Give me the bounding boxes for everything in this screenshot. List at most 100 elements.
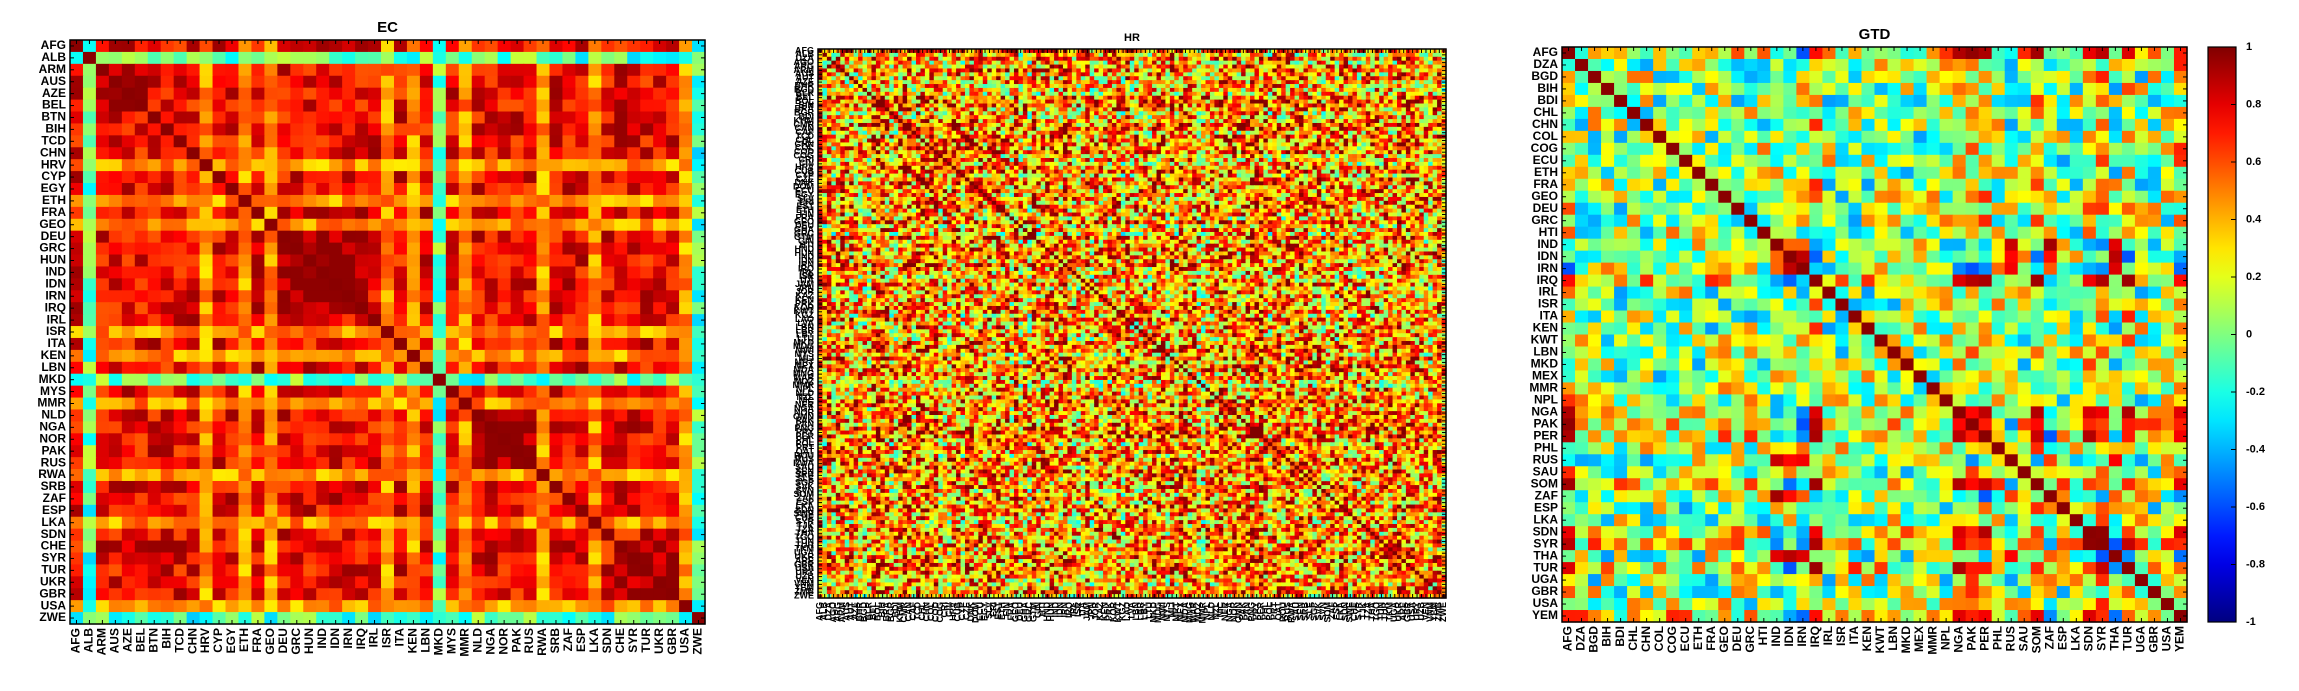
heatmap-cell [1192,53,1197,57]
heatmap-cell [537,64,551,77]
heatmap-cell [956,61,961,65]
heatmap-cell [238,445,252,458]
heatmap-cell [459,266,473,279]
heatmap-cell [420,433,434,446]
heatmap-cell [996,72,1001,76]
heatmap-cell [871,57,876,61]
heatmap-cell [1001,115,1006,119]
heatmap-cell [1263,53,1268,57]
heatmap-cell [894,104,899,108]
heatmap-cell [1125,68,1130,72]
heatmap-cell [316,600,330,613]
heatmap-cell [1437,65,1442,69]
heatmap-cell [83,171,97,184]
heatmap-cell [200,147,214,160]
heatmap-cell [549,314,563,327]
heatmap-cell [867,107,872,111]
x-tick-label: ESP [574,628,588,652]
heatmap-cell [996,111,1001,115]
heatmap-cell [1330,53,1335,57]
heatmap-cell [894,100,899,104]
heatmap-cell [1014,100,1019,104]
heatmap-cell [1259,107,1264,111]
heatmap-cell [1085,100,1090,104]
heatmap-cell [238,159,252,172]
heatmap-cell [161,266,175,279]
heatmap-cell [925,53,930,57]
heatmap-cell [1165,100,1170,104]
heatmap-cell [407,409,421,422]
heatmap-cell [96,100,110,113]
heatmap-cell [889,57,894,61]
heatmap-cell [575,302,589,315]
heatmap-cell [122,302,136,315]
heatmap-cell [329,457,343,470]
heatmap-cell [1090,100,1095,104]
heatmap-cell [135,350,149,363]
heatmap-cell [537,231,551,244]
heatmap-cell [109,326,123,339]
heatmap-cell [1290,84,1295,88]
heatmap-cell [1379,104,1384,108]
heatmap-cell [277,421,291,434]
heatmap-cell [679,564,693,577]
heatmap-cell [1254,80,1259,84]
heatmap-cell [1045,76,1050,80]
heatmap-cell [342,517,356,530]
heatmap-cell [1183,100,1188,104]
heatmap-cell [174,314,188,327]
heatmap-cell [472,398,486,411]
heatmap-cell [1263,84,1268,88]
heatmap-cell [849,100,854,104]
heatmap-cell [1326,96,1331,100]
heatmap-cell [459,195,473,208]
heatmap-cell [640,278,654,291]
heatmap-cell [1393,111,1398,115]
heatmap-cell [485,374,499,387]
heatmap-cell [907,88,912,92]
heatmap-cell [1139,68,1144,72]
heatmap-cell [524,135,538,148]
heatmap-cell [627,588,641,601]
heatmap-cell [1263,76,1268,80]
heatmap-cell [1254,53,1259,57]
heatmap-cell [1112,88,1117,92]
heatmap-cell [666,374,680,387]
heatmap-cell [1161,76,1166,80]
heatmap-cell [264,302,278,315]
heatmap-cell [1277,76,1282,80]
heatmap-cell [1259,80,1264,84]
heatmap-cell [1067,57,1072,61]
heatmap-cell [640,326,654,339]
heatmap-cell [912,96,917,100]
heatmap-cell [588,529,602,542]
heatmap-cell [1072,96,1077,100]
heatmap-cell [511,493,525,506]
heatmap-cell [1281,111,1286,115]
heatmap-cell [277,505,291,518]
heatmap-cell [1223,61,1228,65]
heatmap-cell [876,65,881,69]
heatmap-cell [1179,72,1184,76]
heatmap-cell [459,588,473,601]
heatmap-cell [226,409,240,422]
heatmap-cell [614,457,628,470]
heatmap-cell [1116,53,1121,57]
heatmap-cell [148,600,162,613]
heatmap-cell [1201,84,1206,88]
heatmap-cell [1099,100,1104,104]
heatmap-cell [433,100,447,113]
heatmap-cell [109,588,123,601]
heatmap-cell [1023,53,1028,57]
heatmap-cell [459,600,473,613]
heatmap-cell [148,88,162,101]
heatmap-cell [849,68,854,72]
heatmap-cell [845,76,850,80]
heatmap-cell [96,362,110,375]
heatmap-cell [498,445,512,458]
heatmap-cell [1415,68,1420,72]
heatmap-cell [1415,72,1420,76]
heatmap-cell [1125,61,1130,65]
heatmap-cell [251,147,265,160]
heatmap-cell [1250,88,1255,92]
